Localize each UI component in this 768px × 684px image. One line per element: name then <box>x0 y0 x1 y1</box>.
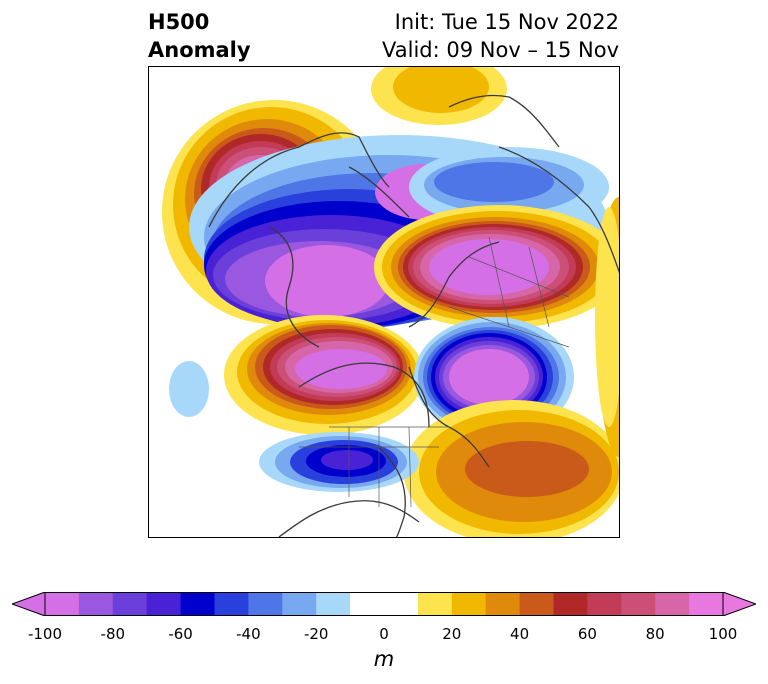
borders <box>299 236 570 508</box>
colorbar-tick-label: 0 <box>379 625 389 643</box>
colorbar-tick-label: 100 <box>708 625 738 643</box>
colorbar-swatch <box>621 592 656 616</box>
valid-period-label: Valid: 09 Nov – 15 Nov <box>382 38 619 62</box>
colorbar-swatch <box>350 592 419 616</box>
anomaly-map-canvas <box>162 67 619 537</box>
colorbar-tick-label: 40 <box>510 625 530 643</box>
colorbar-swatch <box>180 592 215 616</box>
colorbar-tick-label: -60 <box>168 625 193 643</box>
colorbar-swatch <box>112 592 148 616</box>
colorbar-swatch <box>689 592 724 616</box>
title-block-left: H500 Anomaly <box>148 8 251 64</box>
colorbar-swatch <box>214 592 249 616</box>
colorbar-swatch <box>316 592 351 616</box>
positive-anomaly-east-asia <box>224 315 424 435</box>
colorbar-unit-label: m <box>373 647 395 671</box>
colorbar-swatch <box>45 592 80 616</box>
colorbar-tick-label: -80 <box>100 625 126 643</box>
colorbar-swatch <box>417 592 453 616</box>
colorbar-tick-label: 60 <box>577 625 597 643</box>
colorbar-outline <box>44 592 724 616</box>
colorbar-extend-max <box>722 592 756 616</box>
colorbar-swatch <box>451 592 487 616</box>
positive-anomaly-russia <box>374 205 619 329</box>
colorbar-tick-label: -20 <box>303 625 329 643</box>
colorbar-tick-label: -40 <box>236 625 261 643</box>
colorbar-swatch <box>282 592 317 616</box>
variable-subtitle: Anomaly <box>148 38 251 62</box>
negative-anomaly-pacific <box>169 361 209 417</box>
colorbar-swatch <box>519 592 554 616</box>
colorbar-swatch <box>146 592 182 616</box>
negative-anomaly-southwest-us <box>259 432 419 492</box>
colorbar-tick-label: 80 <box>645 625 665 643</box>
variable-title: H500 <box>148 10 210 34</box>
title-block-right: Init: Tue 15 Nov 2022 Valid: 09 Nov – 15… <box>382 8 619 64</box>
colorbar-extend-min <box>12 592 46 616</box>
anomaly-map <box>148 66 620 538</box>
colorbar <box>12 592 756 616</box>
coastlines <box>208 94 619 537</box>
colorbar-swatch <box>485 592 521 616</box>
negative-anomaly-arctic-right <box>409 147 609 227</box>
colorbar-swatch <box>553 592 588 616</box>
colorbar-swatch <box>587 592 622 616</box>
colorbar-tick-label: 20 <box>442 625 462 643</box>
positive-anomaly-top <box>371 67 507 125</box>
colorbar-swatch <box>655 592 690 616</box>
colorbar-tick-label: -100 <box>27 625 63 643</box>
colorbar-swatch <box>78 592 114 616</box>
init-time-label: Init: Tue 15 Nov 2022 <box>394 10 619 34</box>
colorbar-swatch <box>248 592 283 616</box>
